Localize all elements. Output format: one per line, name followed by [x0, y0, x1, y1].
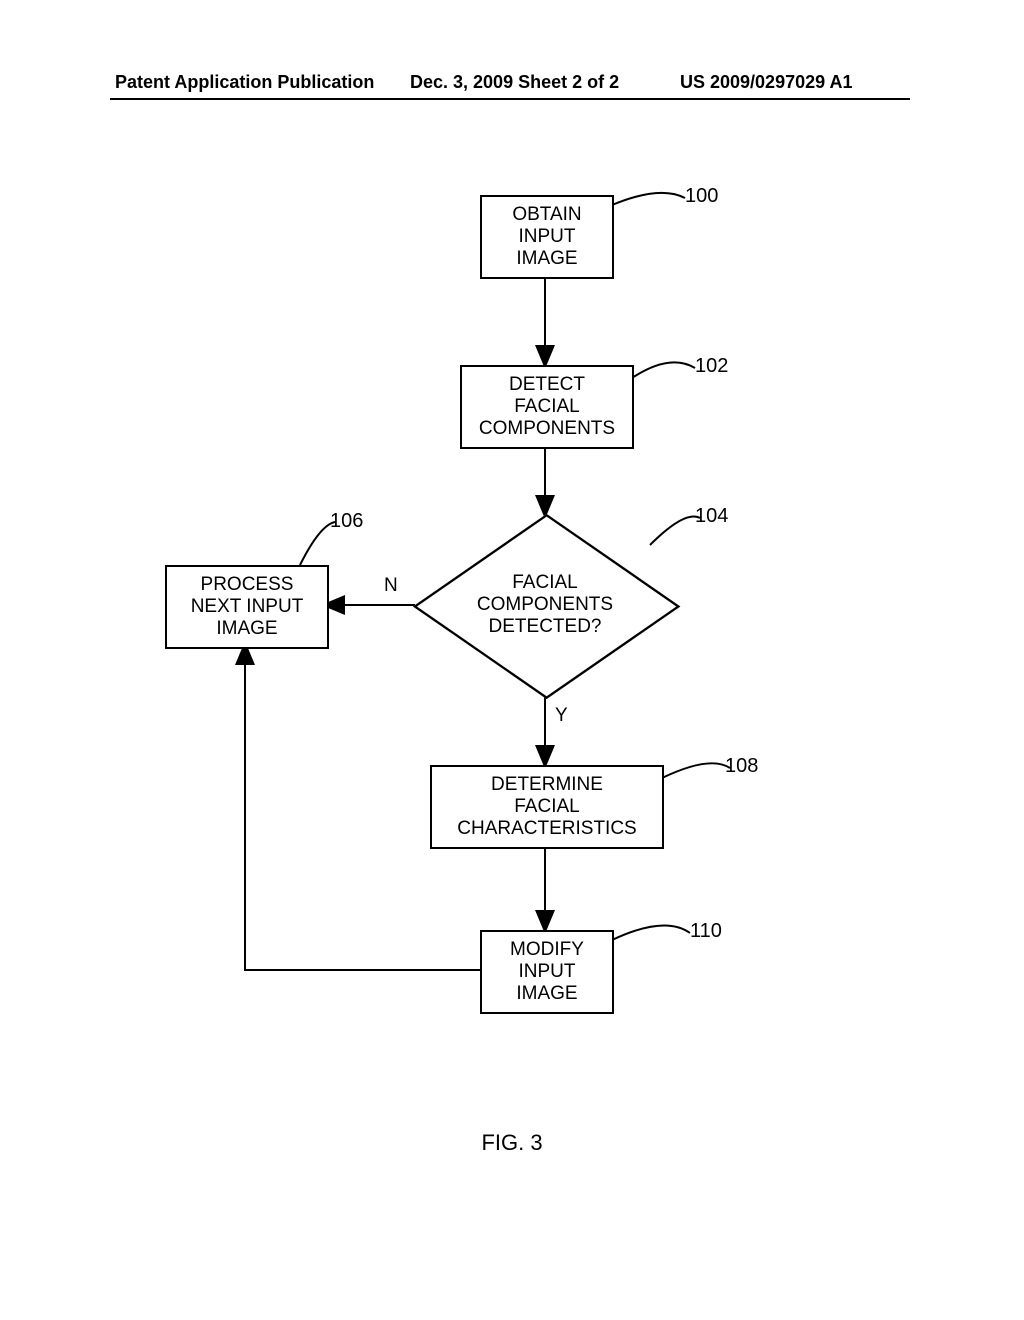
ref-label-106: 106 — [330, 510, 363, 533]
node-facial-components-detected: FACIALCOMPONENTSDETECTED? — [415, 515, 675, 695]
node-obtain-input-image: OBTAININPUTIMAGE — [480, 195, 614, 279]
ref-label-108: 108 — [725, 755, 758, 778]
ref-label-104: 104 — [695, 505, 728, 528]
node-process-next-input-image: PROCESSNEXT INPUTIMAGE — [165, 565, 329, 649]
node-determine-facial-characteristics: DETERMINEFACIALCHARACTERISTICS — [430, 765, 664, 849]
ref-label-110: 110 — [690, 920, 722, 943]
figure-label: FIG. 3 — [0, 1130, 1024, 1156]
edge-label-no: N — [384, 575, 398, 597]
ref-label-102: 102 — [695, 355, 728, 378]
ref-label-100: 100 — [685, 185, 718, 208]
page: Patent Application Publication Dec. 3, 2… — [0, 0, 1024, 1320]
edge-label-yes: Y — [555, 705, 568, 727]
node-modify-input-image: MODIFYINPUTIMAGE — [480, 930, 614, 1014]
node-detect-facial-components: DETECTFACIALCOMPONENTS — [460, 365, 634, 449]
